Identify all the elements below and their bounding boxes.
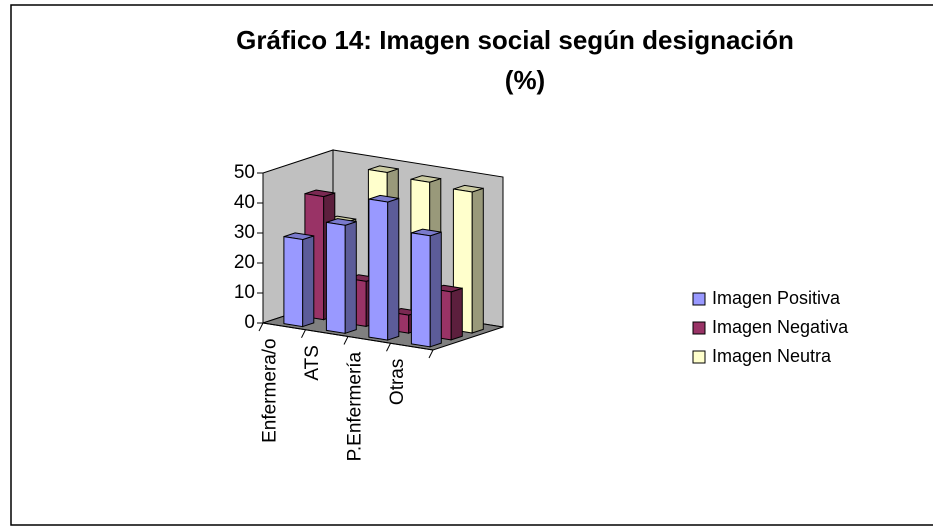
x-tick [386,343,391,352]
bar-front [325,221,346,334]
legend-swatch [692,321,706,335]
bar-side [302,235,315,328]
chart-title: Gráfico 14: Imagen social según designac… [236,25,794,55]
bar-side [471,187,484,334]
bar-front [368,198,389,341]
bar-side [450,287,463,341]
x-tick-label: P.Enfermería [344,351,365,461]
bar-side [387,197,400,341]
x-tick-label: Enfermera/o [259,338,280,443]
plot: 0 10 20 30 40 50 Enfermera/o ATS P.Enfermería Otr… [234,149,504,461]
y-tick-label: 0 [244,312,255,333]
x-tick [428,349,434,359]
y-tick-label: 30 [234,222,255,243]
bar-side [429,231,442,348]
bar [325,218,357,335]
legend-label: Imagen Positiva [712,288,841,308]
bar [283,232,315,328]
legend: Imagen Positiva Imagen Negativa Imagen Neu… [692,288,849,366]
y-tick-label: 20 [234,252,255,273]
x-tick [258,322,264,332]
bar-front [410,232,431,348]
bar [410,228,442,348]
legend-swatch [692,292,706,306]
x-tick-label: Otras [387,359,408,405]
legend-label: Imagen Neutra [712,346,832,366]
y-tick-label: 50 [234,162,255,183]
x-tick [301,329,306,338]
bar-side [344,220,357,335]
bar [368,194,400,341]
x-axis [262,322,434,351]
x-tick-label: ATS [302,345,323,381]
y-tick-label: 40 [234,192,255,213]
legend-label: Imagen Negativa [712,317,849,337]
y-tick-label: 10 [234,282,255,303]
legend-swatch [692,350,706,364]
chart-subtitle: (%) [505,65,545,95]
x-tick [343,336,349,345]
bar-front [283,236,304,328]
